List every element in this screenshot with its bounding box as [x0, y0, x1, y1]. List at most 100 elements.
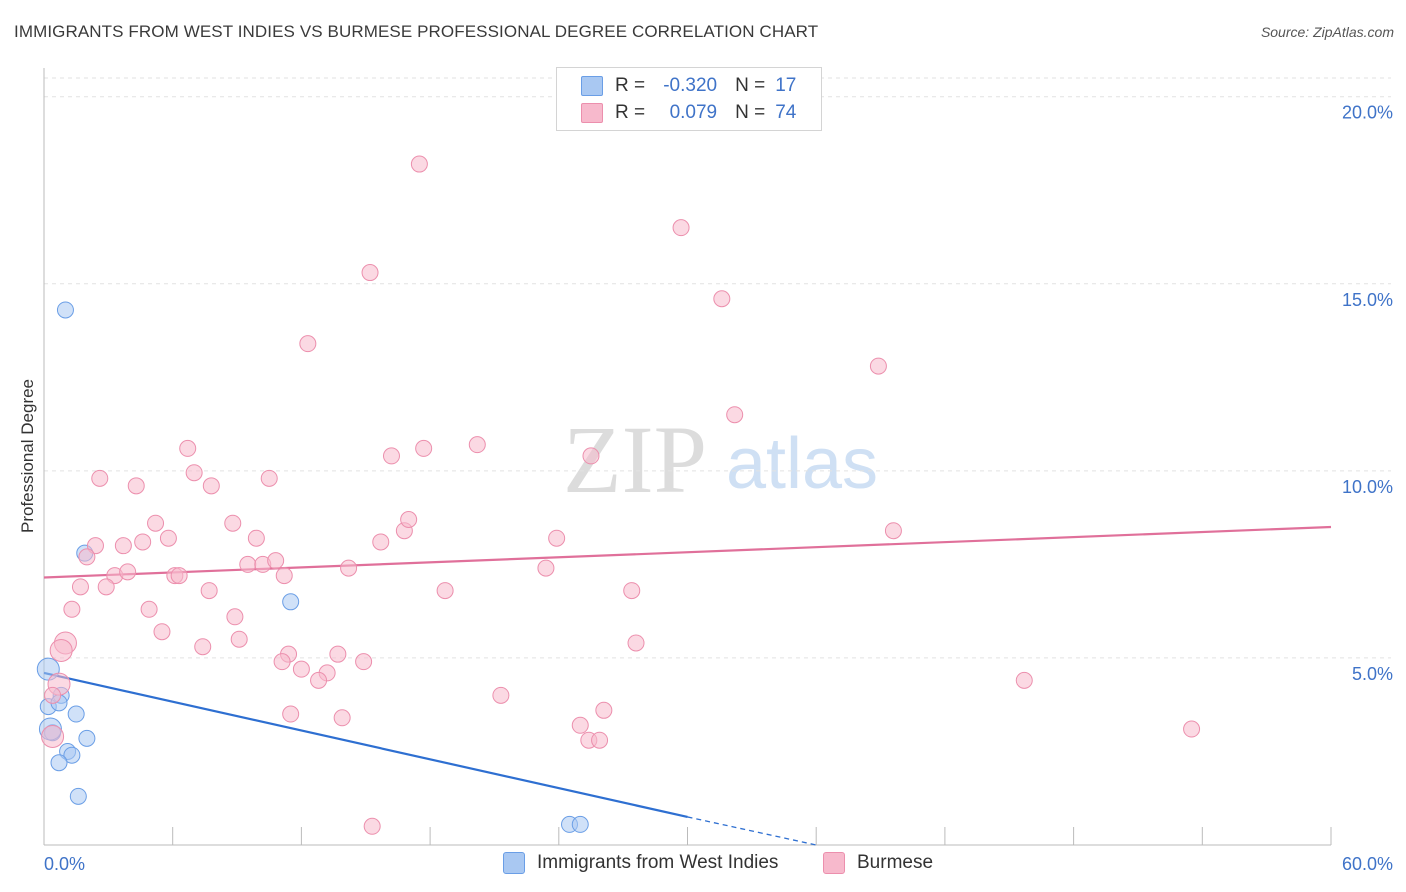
point-burmese: [63, 600, 81, 618]
legend-n-label: N =: [735, 75, 766, 96]
point-burmese: [410, 155, 428, 173]
point-burmese: [247, 529, 265, 547]
point-burmese: [400, 510, 418, 528]
point-burmese: [185, 464, 203, 482]
trendlines: [43, 525, 1332, 846]
tick-labels: 5.0% 10.0% 15.0% 20.0% 0.0% 60.0%: [44, 103, 1393, 874]
point-burmese: [672, 219, 690, 237]
point-burmese: [226, 608, 244, 626]
legend-r-value-burmese: 0.079: [669, 102, 718, 123]
point-burmese: [119, 563, 137, 581]
point-burmese: [71, 578, 89, 596]
point-burmese: [202, 477, 220, 495]
point-burmese: [292, 660, 310, 678]
point-burmese: [273, 653, 291, 671]
point-burmese: [147, 514, 165, 532]
point-burmese: [239, 555, 257, 573]
point-burmese: [170, 567, 188, 585]
trendline-west-indies: [43, 671, 688, 819]
trendline-west-indies-extension: [687, 816, 817, 846]
series-legend-label-burmese: Burmese: [857, 852, 934, 873]
point-burmese: [415, 439, 433, 457]
point-burmese: [355, 653, 373, 671]
series-legend-label-west-indies: Immigrants from West Indies: [537, 852, 779, 873]
series-legend-west-indies[interactable]: Immigrants from West Indies: [503, 852, 778, 874]
point-burmese: [86, 537, 104, 555]
point-burmese: [372, 533, 390, 551]
point-burmese: [361, 264, 379, 282]
point-burmese: [194, 638, 212, 656]
legend-n-value-burmese: 74: [775, 102, 797, 123]
point-burmese: [333, 709, 351, 727]
point-west-indies: [56, 301, 74, 319]
trendline-burmese: [43, 525, 1332, 579]
point-burmese: [436, 582, 454, 600]
series-legend-burmese[interactable]: Burmese: [823, 852, 933, 874]
point-burmese: [1015, 671, 1033, 689]
point-burmese: [44, 686, 62, 704]
point-west-indies: [69, 787, 87, 805]
legend-r-value-west-indies: -0.320: [663, 75, 718, 96]
point-burmese: [230, 630, 248, 648]
point-burmese: [140, 600, 158, 618]
point-burmese: [468, 436, 486, 454]
y-tick-label: 20.0%: [1342, 103, 1393, 123]
point-burmese: [78, 548, 96, 566]
y-tick-label: 10.0%: [1342, 477, 1393, 497]
point-west-indies: [50, 754, 68, 772]
x-tick-label-min: 0.0%: [44, 854, 85, 874]
point-burmese: [582, 447, 600, 465]
point-west-indies: [78, 729, 96, 747]
point-burmese: [97, 578, 115, 596]
series-swatch-west-indies: [503, 852, 525, 874]
x-tick-label-max: 60.0%: [1342, 854, 1393, 874]
legend-r-label: R =: [615, 102, 646, 123]
point-burmese: [869, 357, 887, 375]
point-burmese: [299, 335, 317, 353]
point-west-indies: [282, 593, 300, 611]
point-burmese: [382, 447, 400, 465]
point-burmese: [41, 724, 65, 748]
point-burmese: [200, 582, 218, 600]
series-swatch-burmese: [823, 852, 845, 874]
legend-swatch-west-indies: [581, 76, 603, 96]
point-west-indies: [63, 746, 81, 764]
point-west-indies: [571, 815, 589, 833]
point-burmese: [127, 477, 145, 495]
point-burmese: [363, 817, 381, 835]
point-burmese: [548, 529, 566, 547]
point-burmese: [267, 552, 285, 570]
legend-n-value-west-indies: 17: [775, 75, 797, 96]
point-burmese: [282, 705, 300, 723]
legend-row-west-indies: R = -0.320 N = 17: [581, 74, 796, 98]
point-burmese: [340, 559, 358, 577]
point-burmese: [275, 567, 293, 585]
point-burmese: [224, 514, 242, 532]
point-burmese: [1183, 720, 1201, 738]
point-burmese: [91, 469, 109, 487]
stats-legend: R = -0.320 N = 17 R = 0.079 N = 74: [556, 67, 822, 131]
watermark-atlas: atlas: [726, 424, 878, 504]
y-tick-label: 15.0%: [1342, 290, 1393, 310]
point-burmese: [134, 533, 152, 551]
axes: [43, 68, 1332, 846]
point-burmese: [627, 634, 645, 652]
legend-row-burmese: R = 0.079 N = 74: [581, 101, 796, 125]
point-burmese: [329, 645, 347, 663]
point-burmese: [726, 406, 744, 424]
point-burmese: [591, 731, 609, 749]
point-burmese: [884, 522, 902, 540]
legend-n-label: N =: [735, 102, 766, 123]
point-west-indies: [67, 705, 85, 723]
legend-r-label: R =: [615, 75, 646, 96]
source-label: Source: ZipAtlas.com: [1260, 24, 1394, 40]
y-tick-label: 5.0%: [1352, 664, 1393, 684]
point-burmese: [571, 716, 589, 734]
point-burmese: [179, 439, 197, 457]
points: [36, 155, 1201, 835]
y-axis-title: Professional Degree: [18, 379, 37, 533]
point-burmese: [159, 529, 177, 547]
point-burmese: [310, 671, 328, 689]
point-burmese: [49, 638, 73, 662]
